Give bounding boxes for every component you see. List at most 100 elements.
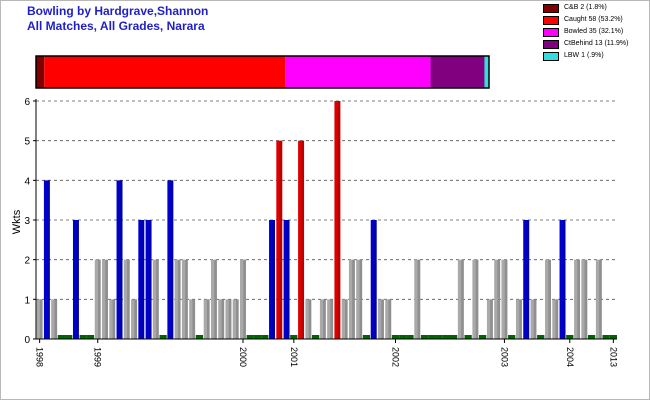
zero-wicket-mark	[602, 335, 610, 339]
x-tick-label: 2000	[238, 347, 248, 367]
wicket-bar	[167, 180, 174, 339]
wicket-bar	[94, 259, 101, 339]
wicket-bar	[138, 220, 145, 339]
wicket-bar-shade	[206, 299, 210, 339]
wicket-bar	[545, 259, 551, 339]
zero-wicket-mark	[195, 335, 204, 339]
wicket-bar	[218, 299, 225, 339]
wicket-bar	[574, 259, 581, 339]
wicket-bar-shade	[562, 220, 566, 339]
wicket-bar-shade	[323, 299, 326, 339]
zero-wicket-mark	[290, 335, 298, 339]
wicket-bar	[102, 259, 108, 339]
wicket-bar-shade	[98, 259, 101, 339]
wicket-bar	[501, 259, 508, 339]
chart-title: Bowling by Hardgrave,Shannon	[27, 4, 209, 18]
wicket-bar	[174, 259, 181, 339]
wicket-bar	[210, 259, 217, 339]
wicket-bar-shade	[381, 299, 384, 339]
wicket-bar-shade	[374, 220, 377, 339]
zero-wicket-mark	[253, 335, 262, 339]
zero-wicket-mark	[391, 335, 400, 339]
dismissal-segment	[484, 56, 489, 88]
zero-wicket-mark	[508, 335, 516, 339]
wicket-bar	[377, 299, 384, 339]
zero-wicket-mark	[406, 335, 414, 339]
wicket-bar-shade	[577, 259, 581, 339]
x-tick-label: 2013	[608, 347, 618, 367]
wicket-bar-shade	[221, 299, 225, 339]
wicket-bar-shade	[497, 259, 501, 339]
wicket-bar	[131, 299, 138, 339]
wicket-bar	[334, 101, 341, 339]
wicket-bar-shade	[308, 299, 312, 339]
legend-swatch	[543, 28, 559, 37]
legend-label: Bowled 35 (32.1%)	[564, 28, 624, 35]
wicket-bar-shade	[417, 259, 421, 339]
wicket-bar-shade	[359, 259, 363, 339]
wicket-bar-shade	[533, 299, 537, 339]
wicket-bar-shade	[526, 220, 530, 339]
zero-wicket-mark	[399, 335, 407, 339]
wicket-bar-shade	[490, 299, 493, 339]
zero-wicket-mark	[86, 335, 95, 339]
zero-wicket-mark	[587, 335, 596, 339]
legend-label: C&B 2 (1.8%)	[564, 4, 607, 11]
wicket-bar	[269, 220, 276, 339]
wicket-bar-shade	[584, 259, 588, 339]
wicket-bar-shade	[519, 299, 522, 339]
wicket-bar	[189, 299, 196, 339]
wicket-bar-shade	[337, 101, 341, 339]
zero-wicket-mark	[566, 335, 574, 339]
wicket-bar-shade	[555, 299, 559, 339]
wicket-bar-shade	[47, 180, 50, 339]
wicket-bar	[472, 259, 479, 339]
wicket-bar-shade	[54, 299, 58, 339]
zero-wicket-mark	[464, 335, 472, 339]
wicket-bar	[36, 299, 43, 339]
wicket-bar-shade	[134, 299, 138, 339]
legend-swatch	[543, 40, 559, 49]
wicket-bar	[109, 299, 116, 339]
wicket-bar	[523, 220, 530, 339]
zero-wicket-mark	[159, 335, 167, 339]
wicket-bar	[116, 180, 123, 339]
wicket-bar-shade	[112, 299, 116, 339]
zero-wicket-mark	[57, 335, 66, 339]
x-tick-label: 2001	[289, 347, 299, 367]
wicket-bar	[240, 259, 246, 339]
wicket-bar-shade	[228, 299, 232, 339]
zero-wicket-mark	[479, 335, 487, 339]
zero-wicket-mark	[246, 335, 254, 339]
wicket-bar	[457, 259, 464, 339]
wicket-bar	[283, 220, 290, 339]
wicket-bar-shade	[344, 299, 348, 339]
zero-wicket-mark	[537, 335, 545, 339]
dismissal-segment	[285, 56, 431, 88]
y-tick-label: 0	[24, 335, 30, 346]
chart-subtitle: All Matches, All Grades, Narara	[27, 19, 205, 33]
zero-wicket-mark	[428, 335, 436, 339]
x-tick-label: 2003	[499, 347, 509, 367]
wicket-bar-shade	[127, 259, 130, 339]
wicket-bar	[356, 259, 363, 339]
legend-label: Caught 58 (53.2%)	[564, 16, 623, 23]
wicket-bar	[414, 259, 421, 339]
x-tick-label: 1999	[93, 347, 103, 367]
wicket-bar-shade	[39, 299, 43, 339]
wicket-bar	[51, 299, 58, 339]
wicket-bar	[72, 220, 79, 339]
zero-wicket-mark	[449, 335, 458, 339]
legend-swatch	[543, 16, 559, 25]
wicket-bar-shade	[192, 299, 196, 339]
zero-wicket-mark	[65, 335, 73, 339]
wicket-bar	[276, 140, 283, 339]
y-axis-label: Wkts	[11, 209, 23, 234]
wicket-bar-shade	[301, 140, 305, 339]
wicket-bar-shade	[504, 259, 508, 339]
y-tick-label: 2	[24, 256, 30, 267]
zero-wicket-mark	[79, 335, 87, 339]
wicket-bar-shade	[177, 259, 181, 339]
wicket-bar	[370, 220, 377, 339]
